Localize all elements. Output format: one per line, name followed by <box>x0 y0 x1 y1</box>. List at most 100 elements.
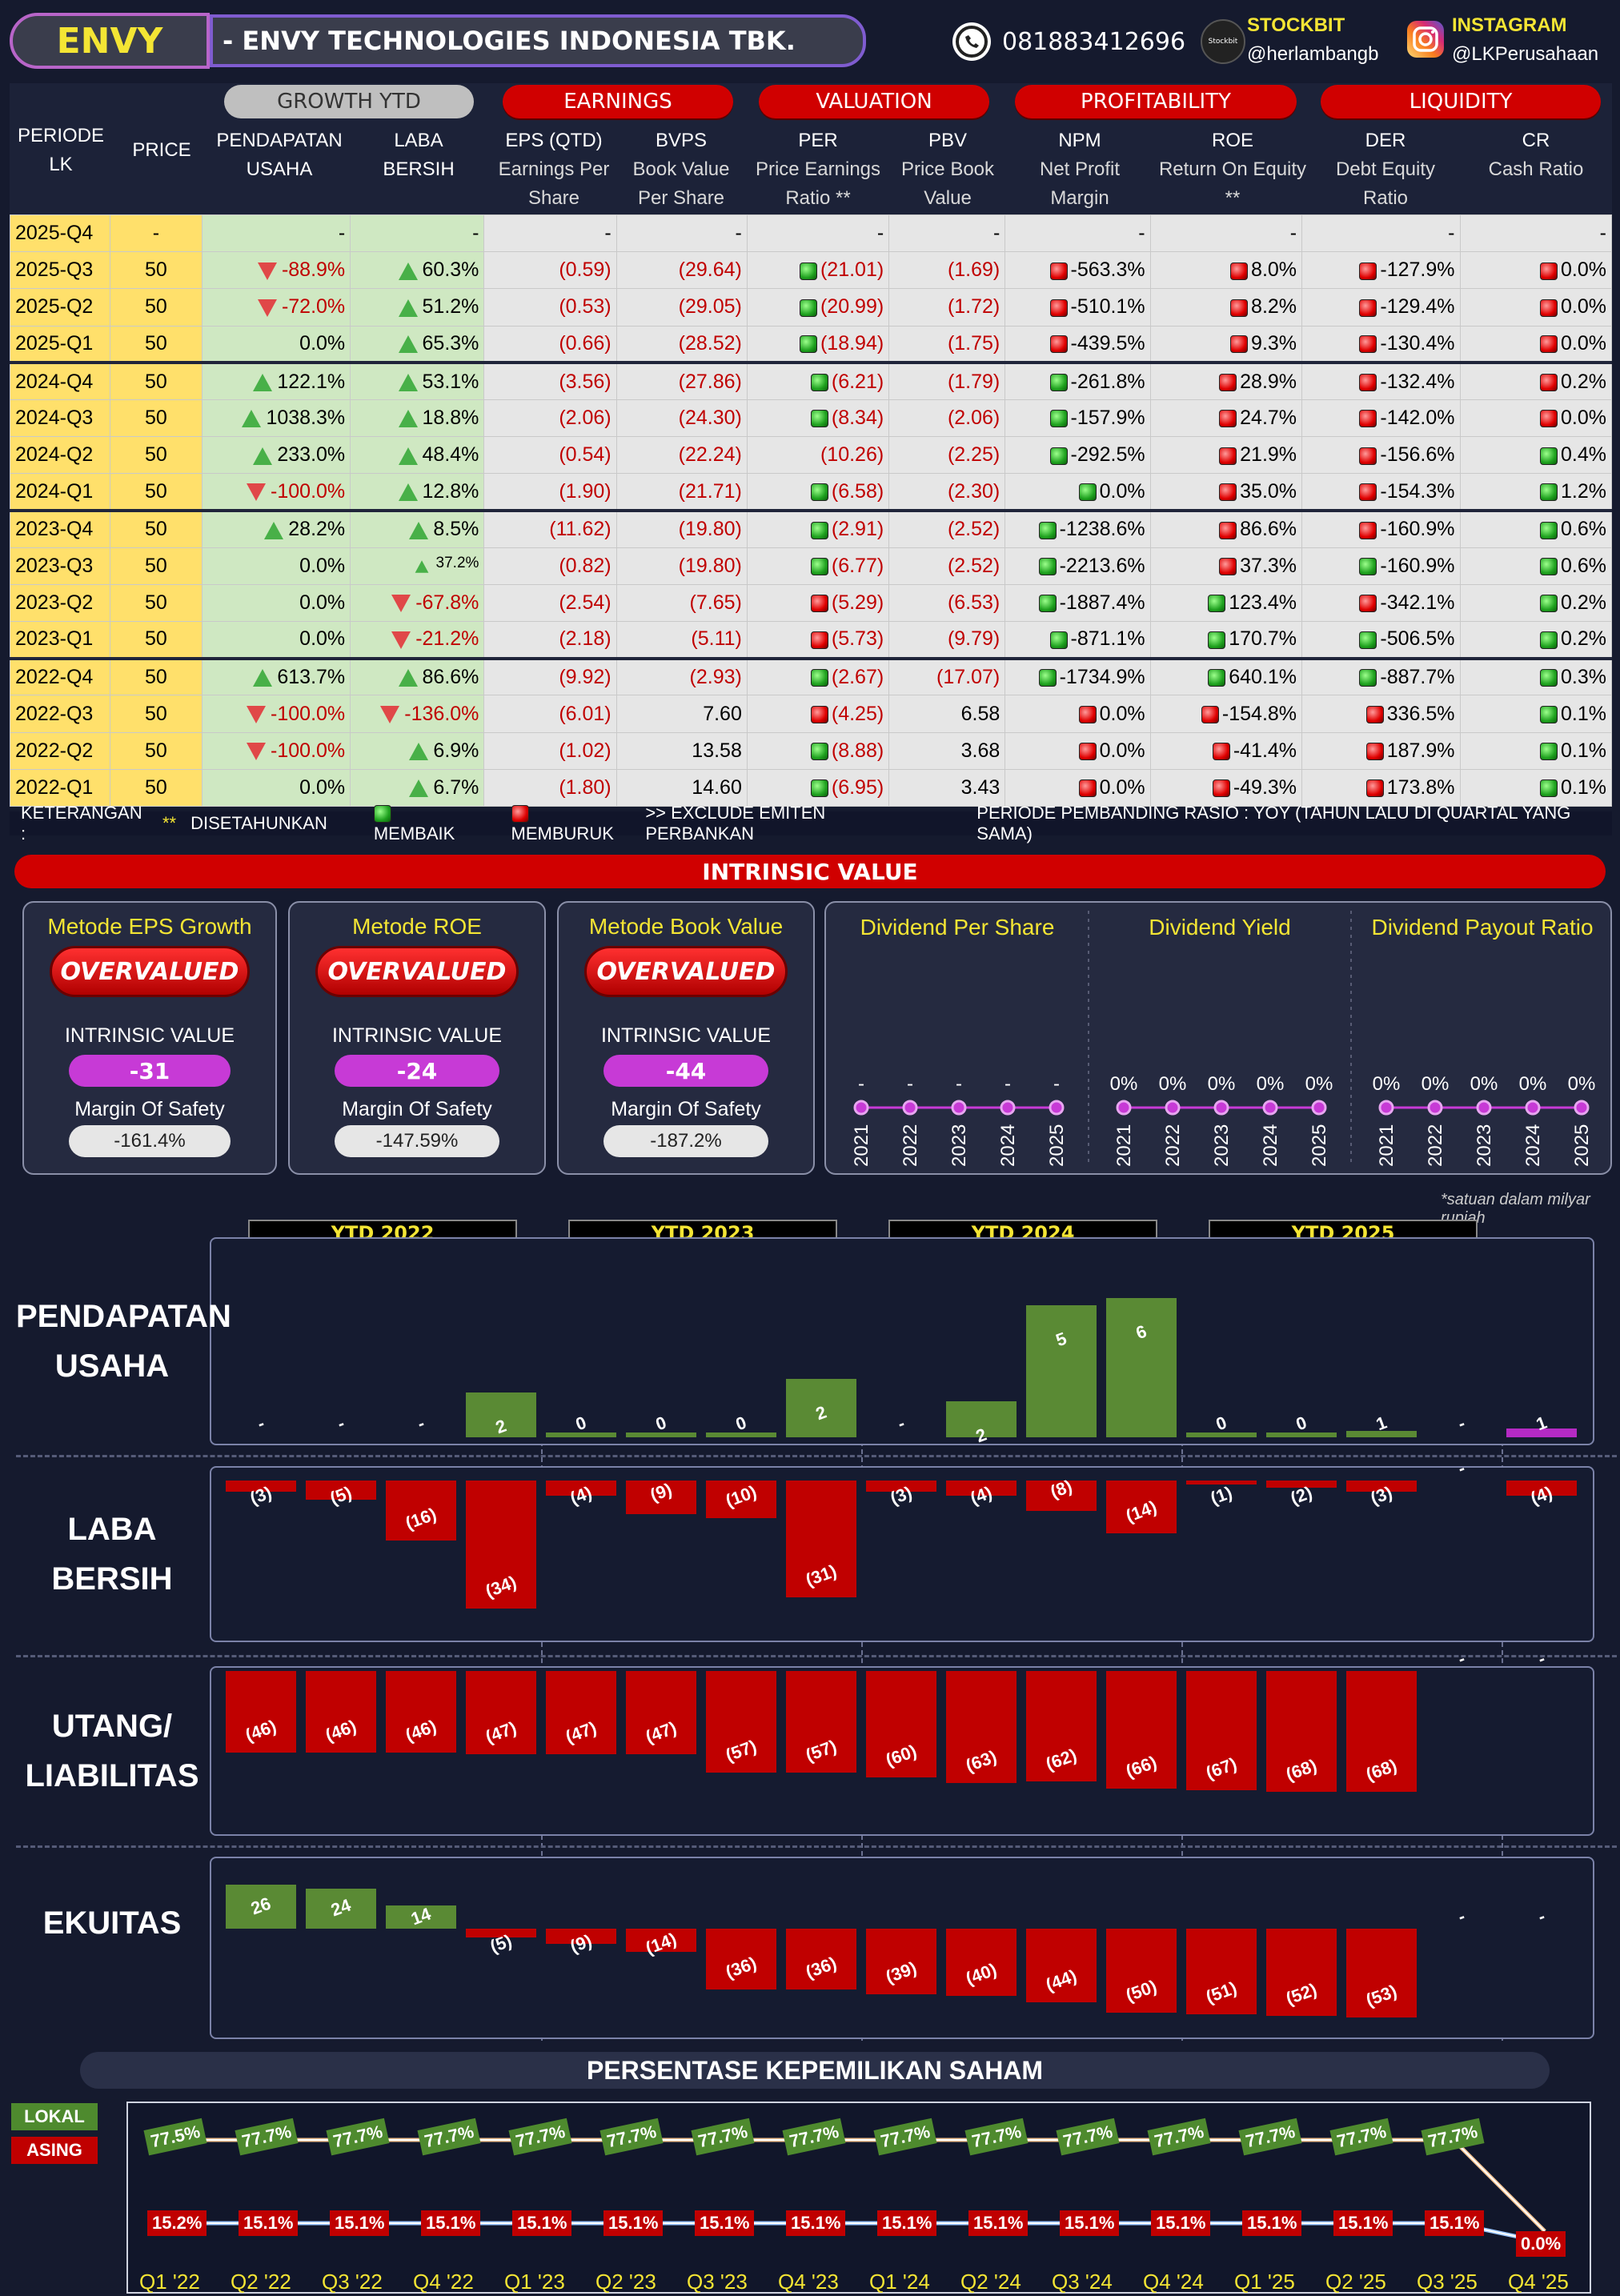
red-dot-icon <box>1359 262 1377 280</box>
dividend-point <box>1525 1100 1541 1116</box>
per-cell-value: (5.29) <box>831 591 884 614</box>
bvps-cell-value: (5.11) <box>691 627 742 651</box>
npm-cell: -292.5% <box>1004 436 1151 475</box>
per-cell: (21.01) <box>746 251 890 290</box>
pbv-cell-value: 6.58 <box>960 702 1000 725</box>
cr-cell: 0.4% <box>1459 436 1612 475</box>
eps-cell-value: (0.53) <box>559 295 612 319</box>
quarter-label: Q4 '23 <box>778 2270 839 2294</box>
pbv-cell-value: (2.25) <box>947 443 1000 467</box>
pbv-cell: 3.43 <box>888 768 1006 807</box>
cr-cell-value: 0.2% <box>1561 370 1606 393</box>
npm-cell-value: 0.0% <box>1099 479 1145 503</box>
npm-cell: -261.8% <box>1004 361 1151 400</box>
row-label: PENDAPATAN USAHA <box>16 1299 231 1384</box>
green-dot-icon <box>1038 521 1057 539</box>
cr-cell-value: 0.3% <box>1561 666 1606 689</box>
red-dot-icon <box>1201 705 1219 723</box>
price-cell-value: 50 <box>144 591 167 614</box>
pbv-cell: (1.69) <box>888 251 1006 290</box>
red-dot-icon <box>1365 705 1384 723</box>
margin-of-safety-value: -187.2% <box>603 1125 768 1157</box>
eps-cell: (2.18) <box>483 621 617 659</box>
pbv-cell-value: (2.52) <box>947 554 1000 577</box>
per-cell-value: (5.73) <box>831 627 884 651</box>
row-separator <box>16 1845 1617 1848</box>
dividend-point <box>902 1100 918 1116</box>
laba-cell: 53.1% <box>350 361 485 400</box>
green-dot-icon <box>810 521 828 539</box>
green-dot-icon <box>1540 743 1558 761</box>
red-dot-icon <box>1219 521 1237 539</box>
bvps-cell-value: - <box>735 222 742 245</box>
eps-cell-value: (0.59) <box>559 258 612 282</box>
cr-cell-value: 0.1% <box>1561 775 1606 799</box>
pendapatan-cell-value: 0.0% <box>299 554 346 577</box>
col-cr: CR <box>1522 130 1550 151</box>
periode-cell-value: 2022-Q1 <box>15 775 94 799</box>
pbv-cell-value: (2.52) <box>947 518 1000 541</box>
npm-cell-value: - <box>1138 222 1145 245</box>
eps-cell-value: (2.18) <box>559 627 612 651</box>
bvps-cell-value: (2.93) <box>689 666 742 689</box>
price-cell-value: 50 <box>144 554 167 577</box>
der-cell: 173.8% <box>1301 768 1461 807</box>
instagram-handle[interactable]: @LKPerusahaan <box>1452 43 1599 65</box>
pendapatan-cell: 0.0% <box>201 325 351 363</box>
pendapatan-cell: 0.0% <box>201 547 351 585</box>
per-cell: (6.58) <box>746 473 890 511</box>
red-dot-icon <box>1219 558 1237 576</box>
pendapatan-cell-value: 0.0% <box>299 775 346 799</box>
roe-cell-value: 35.0% <box>1240 479 1297 503</box>
bar <box>1186 1671 1257 1790</box>
bar <box>786 1379 856 1437</box>
roe-cell: 35.0% <box>1149 473 1303 511</box>
intrinsic-method-box: Metode Book Value OVERVALUED INTRINSIC V… <box>557 901 815 1175</box>
group-growth: GROWTH YTD <box>224 85 474 118</box>
stockbit-handle[interactable]: @herlambangb <box>1247 43 1379 65</box>
der-cell: -506.5% <box>1301 621 1461 659</box>
dividend-value: 0% <box>1373 1073 1401 1095</box>
cr-cell-value: 0.0% <box>1561 331 1606 355</box>
periode-cell: 2025-Q3 <box>10 251 110 290</box>
quarter-label: Q3 '23 <box>687 2270 748 2294</box>
bvps-cell-value: (29.05) <box>678 295 742 319</box>
roe-cell-value: -41.4% <box>1233 739 1297 762</box>
npm-cell: -510.1% <box>1004 288 1151 327</box>
bar <box>1506 1428 1577 1437</box>
periode-cell: 2024-Q3 <box>10 399 110 438</box>
pbv-cell: (1.72) <box>888 288 1006 327</box>
red-dot-icon <box>1540 262 1558 280</box>
green-dot-icon <box>1049 410 1068 428</box>
bar <box>226 1481 296 1493</box>
legend-membaik: MEMBAIK <box>373 823 455 843</box>
pbv-cell: (9.79) <box>888 621 1006 659</box>
red-dot-icon <box>1359 595 1377 613</box>
der-cell-value: -887.7% <box>1380 666 1455 689</box>
phone[interactable]: 081883412696 <box>949 19 1185 64</box>
dividend-year: 2024 <box>1260 1124 1281 1167</box>
pendapatan-cell-value: 0.0% <box>299 591 346 614</box>
dividend-value: 0% <box>1208 1073 1236 1095</box>
cr-cell-value: 0.6% <box>1561 518 1606 541</box>
asing-value: 15.1% <box>968 2210 1029 2236</box>
periode-cell: 2022-Q3 <box>10 695 110 733</box>
red-dot-icon <box>810 595 828 613</box>
roe-cell-value: - <box>1289 222 1297 245</box>
pbv-cell-value: (9.79) <box>947 627 1000 651</box>
npm-cell-value: 0.0% <box>1099 739 1145 762</box>
dividend-point <box>1311 1100 1327 1116</box>
stockbit-label: STOCKBIT <box>1247 14 1345 36</box>
phone-number: 081883412696 <box>1002 27 1186 56</box>
roe-cell: 24.7% <box>1149 399 1303 438</box>
periode-cell: 2023-Q1 <box>10 621 110 659</box>
quarter-label: Q1 '24 <box>869 2270 930 2294</box>
periode-cell-value: 2023-Q2 <box>15 591 94 614</box>
col-eps: EPS (QTD) <box>505 130 603 151</box>
der-cell-value: 336.5% <box>1386 702 1455 725</box>
eps-cell-value: (2.54) <box>559 591 612 614</box>
bvps-cell-value: (22.24) <box>678 443 742 467</box>
eps-cell-value: (1.90) <box>559 479 612 503</box>
periode-cell: 2025-Q4 <box>10 214 110 253</box>
green-dot-icon <box>1540 595 1558 613</box>
